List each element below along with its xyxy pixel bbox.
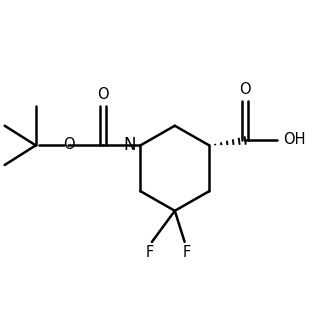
Text: O: O bbox=[63, 137, 74, 152]
Text: O: O bbox=[97, 87, 109, 102]
Text: F: F bbox=[146, 245, 154, 260]
Text: N: N bbox=[123, 136, 136, 154]
Text: F: F bbox=[182, 245, 191, 260]
Text: OH: OH bbox=[283, 132, 305, 147]
Text: O: O bbox=[239, 82, 251, 97]
